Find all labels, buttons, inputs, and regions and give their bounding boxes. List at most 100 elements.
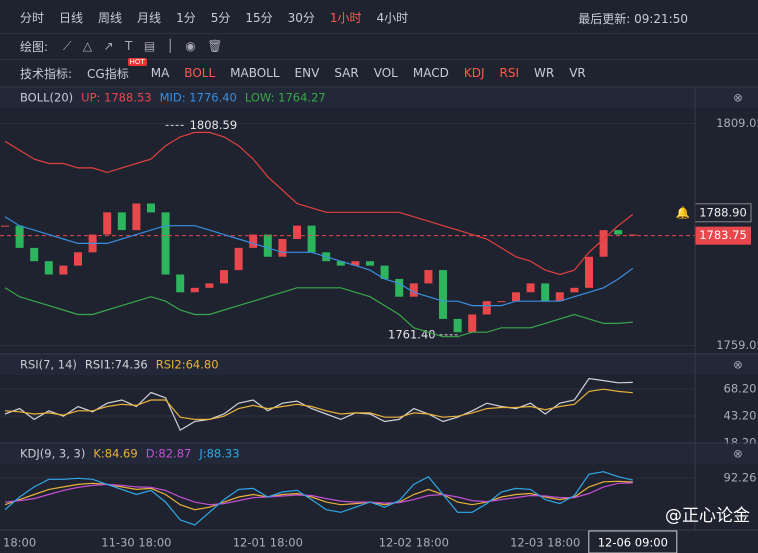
last-price-label: 1783.75 (699, 228, 747, 242)
legend-item: D:82.87 (146, 447, 192, 461)
candle (147, 203, 155, 213)
last-update: 最后更新: 09:21:50 (578, 12, 688, 26)
period-tab[interactable]: 15分 (245, 10, 273, 25)
draw-bar: 绘图: ⟋ △ ↗ T ▤ │ ◉ 🗑 (0, 33, 758, 58)
legend-bar (0, 88, 758, 108)
x-tick-label: 12-02 18:00 (379, 536, 449, 550)
indicator-tab[interactable]: KDJ (463, 66, 485, 80)
candle (555, 292, 564, 302)
candle (585, 256, 593, 288)
indicator-tab[interactable]: SAR (334, 66, 359, 80)
legend-bar (0, 355, 758, 375)
alert-label: 1788.90 (699, 205, 747, 219)
series-line (4, 471, 633, 526)
candle (570, 287, 579, 293)
panel-close: ⊗ (733, 447, 743, 461)
y-tick-label: 1809.05 (716, 116, 758, 130)
last-price-tag (695, 226, 751, 245)
indicator-tab[interactable]: VR (569, 66, 586, 80)
x-tick-label: 11-30 18:00 (101, 536, 171, 550)
indicator-tab[interactable]: WR (534, 66, 555, 80)
candle (424, 270, 433, 284)
candle (161, 212, 170, 275)
legend-item: RSI1:74.36 (85, 358, 148, 372)
candle (132, 203, 141, 231)
x-tick-label: 12-06 09:00 (598, 536, 668, 550)
period-tab[interactable]: 5分 (210, 10, 231, 25)
x-tick-label: 18:00 (3, 536, 36, 550)
candle (234, 247, 243, 271)
indicator-tab[interactable]: MABOLL (230, 66, 280, 80)
series-line (4, 482, 633, 506)
candle (74, 252, 82, 266)
indicator-tab[interactable]: MA (150, 66, 170, 80)
series-line (4, 388, 633, 420)
candle (351, 261, 360, 266)
period-tab[interactable]: 4小时 (376, 10, 409, 25)
candle (205, 283, 214, 288)
candle (366, 261, 374, 266)
candle (176, 274, 185, 293)
candle (512, 292, 520, 302)
high-label: 1808.59 (190, 118, 238, 132)
period-tab[interactable]: 1小时 (329, 10, 362, 25)
candle (453, 318, 462, 333)
series-line (4, 377, 633, 432)
period-bar: 分时 日线 周线 月线 1分 5分 15分 30分 1小时 4小时 (0, 4, 758, 30)
candle (190, 287, 199, 293)
candle (59, 265, 68, 275)
candle (497, 301, 506, 303)
candle (220, 270, 228, 284)
y-tick-label: 1759.05 (716, 338, 758, 352)
period-tab[interactable]: 分时 (20, 10, 45, 25)
candle (44, 261, 53, 275)
candle (103, 212, 112, 235)
legend-item: LOW: 1764.27 (245, 91, 326, 105)
legend-item: RSI(7, 14) (20, 358, 77, 372)
panel-close: ⊗ (733, 91, 743, 105)
indicator-tab[interactable]: BOLL (184, 66, 216, 80)
candle (526, 283, 535, 293)
series-line (4, 287, 633, 338)
candle (15, 225, 24, 248)
low-label: 1761.40 (388, 327, 436, 341)
indicator-tab[interactable]: ENV (294, 66, 320, 80)
y-tick-label: 43.20 (724, 408, 757, 422)
series-line (4, 131, 634, 276)
candle (395, 278, 404, 297)
x-cursor-tag (588, 530, 678, 553)
candle (439, 270, 447, 319)
candle (278, 238, 287, 257)
indicator-tab[interactable]: CG指标 HOT (87, 57, 147, 81)
indicator-tab[interactable]: MACD (412, 66, 449, 80)
draw-tools[interactable]: ⟋ △ ↗ T ▤ │ ◉ 🗑 (63, 38, 223, 53)
legend-item: UP: 1788.53 (81, 91, 151, 105)
legend-item: KDJ(9, 3, 3) (20, 447, 85, 461)
candle (482, 301, 491, 315)
period-tab[interactable]: 1分 (176, 10, 196, 25)
candle (599, 230, 608, 257)
period-tab[interactable]: 周线 (98, 10, 123, 25)
candle (628, 234, 637, 236)
candle (307, 225, 316, 253)
period-tab[interactable]: 30分 (287, 10, 315, 25)
candle (293, 225, 301, 239)
y-tick-label: 92.26 (724, 471, 757, 485)
indicator-tab[interactable]: RSI (499, 66, 520, 80)
legend-item: K:84.69 (93, 447, 137, 461)
x-tick-label: 12-03 18:00 (510, 536, 580, 550)
candle (409, 283, 418, 297)
legend-item: MID: 1776.40 (160, 91, 237, 105)
hot-badge: HOT (127, 57, 147, 66)
candle (117, 212, 126, 231)
period-tab[interactable]: 日线 (59, 10, 84, 25)
candle (541, 283, 550, 302)
indicator-tab[interactable]: VOL (373, 66, 398, 80)
period-tab[interactable]: 月线 (137, 10, 162, 25)
alert-bell: 🔔 (676, 205, 690, 219)
panel-close: ⊗ (733, 358, 743, 372)
indicator-bar: 技术指标: CG指标 HOT MA BOLL MABOLL ENV SAR VOL MACD KDJ… (0, 57, 758, 86)
x-tick-label: 12-01 18:00 (233, 536, 303, 550)
